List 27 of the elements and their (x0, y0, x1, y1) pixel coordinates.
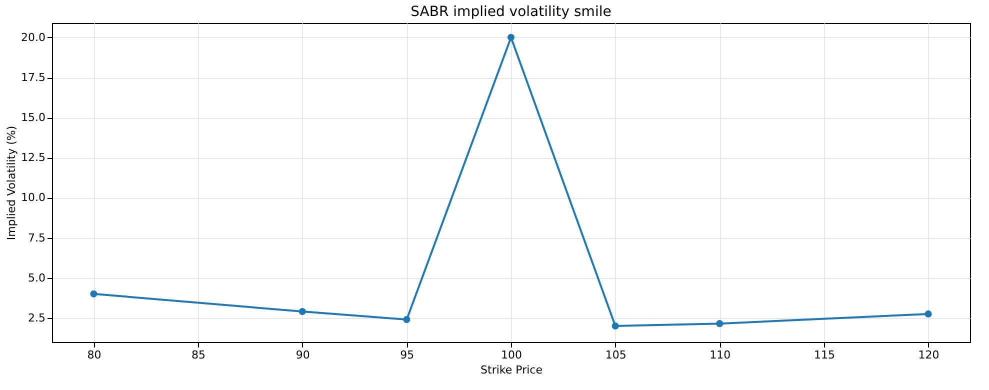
point (924, 310, 932, 318)
y-tick-label: 17.5 (21, 71, 46, 84)
x-tick-label: 90 (296, 348, 310, 362)
y-tick-label: 7.5 (28, 231, 46, 244)
point (716, 320, 724, 328)
x-axis-title: Strike Price (480, 364, 543, 376)
x-tick-label: 95 (400, 348, 414, 362)
x-tick-label: 80 (87, 348, 102, 362)
x-tick-label: 110 (710, 348, 731, 362)
x-tick-label: 115 (814, 348, 835, 362)
x-tick-label: 120 (918, 348, 940, 362)
y-tick-label: 2.5 (28, 311, 46, 324)
point (612, 322, 619, 330)
x-tick-label: 105 (605, 348, 626, 362)
point (298, 308, 306, 316)
y-tick-label: 5.0 (28, 271, 46, 284)
y-tick-label: 10.0 (21, 191, 46, 204)
y-axis-title: Implied Volatility (%) (5, 126, 18, 240)
point (90, 290, 98, 298)
chart-title: SABR implied volatility smile (410, 4, 612, 20)
point (403, 316, 410, 324)
y-tick-label: 12.5 (21, 151, 46, 164)
x-tick-label: 100 (501, 348, 522, 362)
point (507, 34, 515, 41)
y-tick-label: 15.0 (21, 111, 46, 124)
x-tick-label: 85 (192, 348, 206, 362)
y-tick-label: 20.0 (21, 30, 46, 44)
